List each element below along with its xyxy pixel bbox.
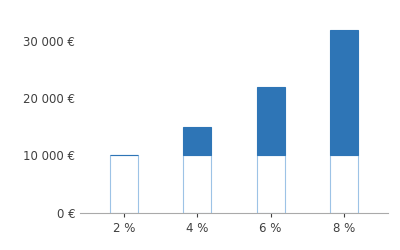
Bar <box>183 127 211 155</box>
Bar <box>330 155 358 212</box>
Bar <box>110 155 138 212</box>
Bar <box>257 155 285 212</box>
Bar <box>183 155 211 212</box>
Bar <box>330 30 358 155</box>
Bar <box>257 87 285 155</box>
